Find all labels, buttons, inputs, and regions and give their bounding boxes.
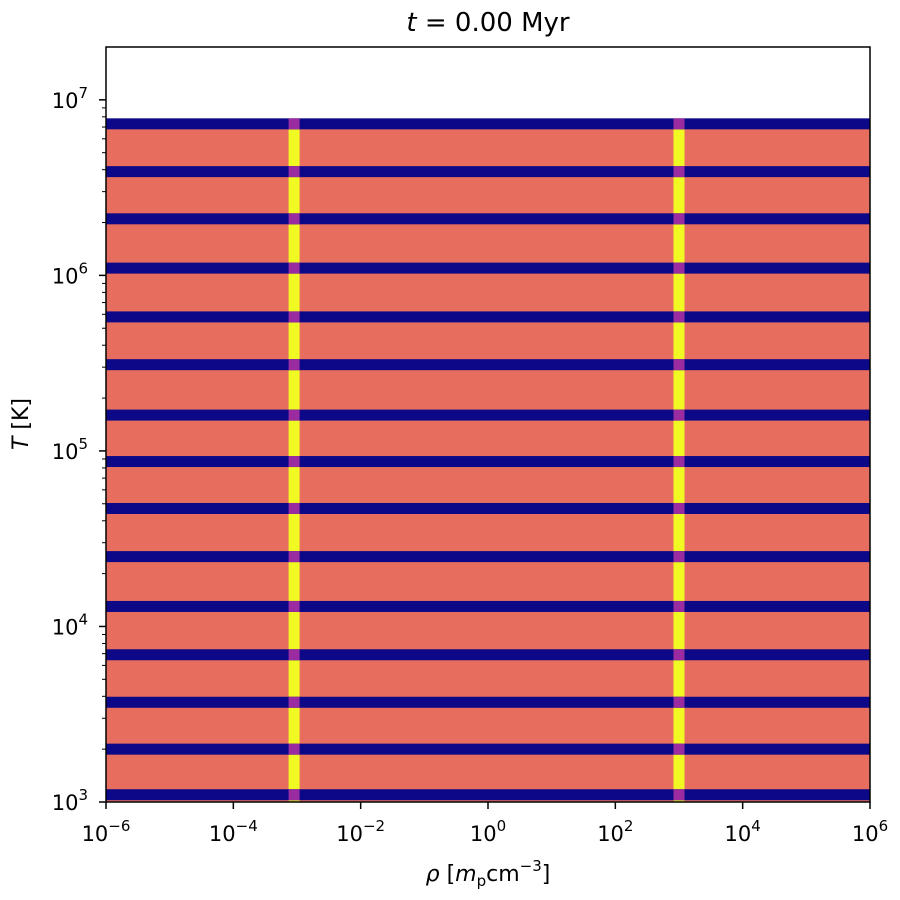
heatmap-intersection-2-0 xyxy=(288,696,300,708)
heatmap-intersection-3-1 xyxy=(673,649,685,661)
heatmap-intersection-9-0 xyxy=(288,359,300,371)
x-axis-label: ρ [mpcm−3] xyxy=(426,857,551,890)
heatmap-band-4 xyxy=(106,600,870,612)
x-tick-label-5: 104 xyxy=(725,817,761,846)
heatmap-intersection-10-1 xyxy=(673,311,685,323)
heatmap-intersection-8-1 xyxy=(673,409,685,421)
x-axis: 10−6 10−4 10−2 100 102 104 106 xyxy=(82,802,888,846)
heatmap-band-3 xyxy=(106,649,870,661)
heatmap-intersection-14-0 xyxy=(288,118,300,130)
heatmap-intersection-12-1 xyxy=(673,213,685,225)
y-axis-label: T [K] xyxy=(9,398,34,450)
heatmap-intersection-5-0 xyxy=(288,551,300,563)
heatmap-band-11 xyxy=(106,262,870,274)
heatmap-intersection-4-1 xyxy=(673,600,685,612)
heatmap-band-1 xyxy=(106,743,870,755)
heatmap-band-10 xyxy=(106,311,870,323)
heatmap-band-0 xyxy=(106,789,870,801)
heatmap-intersection-11-0 xyxy=(288,262,300,274)
heatmap-band-8 xyxy=(106,409,870,421)
x-tick-label-1: 10−4 xyxy=(209,817,258,846)
heatmap-intersection-0-0 xyxy=(288,789,300,801)
y-axis: 103 104 105 106 107 xyxy=(52,84,106,815)
heatmap-intersection-1-1 xyxy=(673,743,685,755)
heatmap-intersection-3-0 xyxy=(288,649,300,661)
heatmap-intersection-12-0 xyxy=(288,213,300,225)
heatmap-intersection-13-0 xyxy=(288,166,300,178)
chart-title: t = 0.00 Myr xyxy=(406,8,570,38)
heatmap-band-6 xyxy=(106,502,870,514)
y-tick-label-3: 106 xyxy=(52,259,88,288)
heatmap-intersection-5-1 xyxy=(673,551,685,563)
y-tick-label-2: 105 xyxy=(52,435,88,464)
heatmap-band-5 xyxy=(106,551,870,563)
heatmap-intersection-14-1 xyxy=(673,118,685,130)
heatmap-intersection-7-1 xyxy=(673,456,685,468)
heatmap-intersection-2-1 xyxy=(673,696,685,708)
heatmap-intersection-7-0 xyxy=(288,456,300,468)
heatmap-band-14 xyxy=(106,118,870,130)
y-tick-label-4: 107 xyxy=(52,84,88,113)
heatmap-band-13 xyxy=(106,166,870,178)
heatmap-intersection-6-1 xyxy=(673,502,685,514)
heatmap-intersection-10-0 xyxy=(288,311,300,323)
x-tick-label-0: 10−6 xyxy=(82,817,131,846)
x-tick-label-3: 100 xyxy=(470,817,506,846)
heatmap-intersection-1-0 xyxy=(288,743,300,755)
x-tick-label-6: 106 xyxy=(852,817,888,846)
heatmap-band-12 xyxy=(106,213,870,225)
heatmap-intersection-8-0 xyxy=(288,409,300,421)
plot-area xyxy=(106,118,870,802)
heatmap-band-9 xyxy=(106,359,870,371)
heatmap-intersection-0-1 xyxy=(673,789,685,801)
heatmap-band-7 xyxy=(106,456,870,468)
heatmap-band-2 xyxy=(106,696,870,708)
x-tick-label-4: 102 xyxy=(597,817,633,846)
x-tick-label-2: 10−2 xyxy=(336,817,385,846)
heatmap-intersection-13-1 xyxy=(673,166,685,178)
heatmap-intersection-4-0 xyxy=(288,600,300,612)
heatmap-intersection-11-1 xyxy=(673,262,685,274)
heatmap-intersection-9-1 xyxy=(673,359,685,371)
heatmap-intersection-6-0 xyxy=(288,502,300,514)
y-tick-label-1: 104 xyxy=(52,610,88,639)
y-tick-label-0: 103 xyxy=(52,786,88,815)
